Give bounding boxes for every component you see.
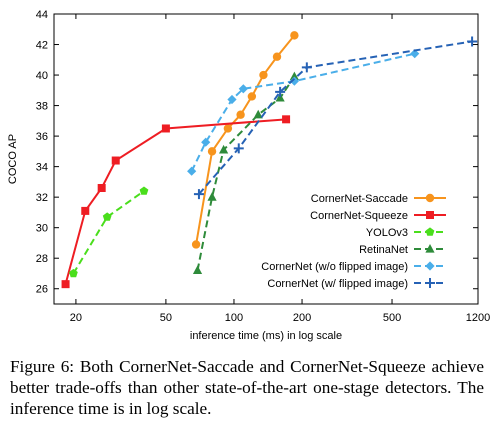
data-point [191, 240, 201, 249]
series-5 [193, 36, 478, 200]
y-tick-label: 40 [36, 70, 48, 82]
data-point [69, 268, 78, 278]
data-point [289, 71, 299, 81]
data-point [467, 36, 478, 47]
y-tick-label: 42 [36, 40, 48, 52]
data-point [102, 212, 112, 221]
y-tick-label: 44 [36, 9, 48, 21]
data-point [223, 124, 233, 133]
data-point [272, 52, 282, 61]
series-4 [187, 49, 420, 176]
data-point [207, 192, 217, 201]
legend-label: RetinaNet [359, 244, 408, 256]
data-point [289, 76, 299, 86]
legend-marker [425, 227, 435, 236]
data-point [233, 143, 244, 154]
y-tick-label: 36 [36, 131, 48, 143]
data-point [97, 184, 106, 192]
y-tick-label: 26 [36, 284, 48, 296]
legend-marker [425, 193, 435, 203]
data-point [219, 144, 229, 154]
legend-marker [425, 244, 435, 253]
legend-label: CornerNet (w/ flipped image) [267, 278, 408, 290]
legend-marker [425, 278, 435, 288]
data-point [259, 70, 268, 80]
legend-label: CornerNet (w/o flipped image) [261, 261, 408, 273]
chart: 20 50 100 200 500 1200 26 28 30 32 34 36 38 40 42 44 in… [7, 9, 490, 342]
legend-entry: RetinaNet [359, 244, 446, 256]
y-tick-label: 34 [36, 162, 48, 174]
legend-entry: CornerNet (w/o flipped image) [261, 261, 446, 273]
legend-label: CornerNet-Squeeze [310, 210, 408, 222]
data-point [247, 92, 257, 101]
series-line [198, 40, 473, 195]
legend-marker [426, 211, 434, 219]
data-point [111, 156, 120, 165]
data-point [201, 137, 211, 147]
y-tick-label: 38 [36, 101, 48, 113]
legend-marker [425, 261, 435, 271]
ticks-layer: 20 50 100 200 500 1200 26 28 30 32 34 36 38 40 42 44 [36, 9, 490, 324]
y-tick-label: 32 [36, 192, 48, 204]
data-point [139, 186, 149, 195]
x-tick-label: 20 [70, 312, 82, 324]
data-point [161, 124, 170, 133]
data-point [192, 265, 203, 275]
plot-frame [53, 13, 479, 305]
data-point [227, 94, 237, 105]
legend-entry: CornerNet-Saccade [311, 193, 446, 205]
data-point [290, 31, 299, 40]
figure-caption: Figure 6: Both CornerNet-Saccade and Cor… [10, 357, 484, 418]
series-0 [191, 31, 299, 249]
legend-entry: CornerNet (w/ flipped image) [267, 278, 446, 290]
legend-label: CornerNet-Saccade [311, 193, 408, 205]
y-axis-title: COCO AP [7, 134, 19, 184]
data-point [253, 109, 263, 119]
legend-label: YOLOv3 [366, 227, 408, 239]
data-point [81, 206, 90, 215]
data-point [61, 280, 70, 289]
x-tick-label: 1200 [466, 312, 490, 324]
x-axis-title: inference time (ms) in log scale [190, 330, 342, 342]
series-line [64, 118, 287, 285]
legend-entry: CornerNet-Squeeze [310, 210, 446, 222]
data-point [193, 189, 204, 200]
data-point [187, 166, 197, 176]
data-point [207, 147, 217, 156]
y-tick-label: 28 [36, 253, 48, 265]
series-3 [192, 71, 299, 275]
legend: CornerNet-Saccade CornerNet-Squeeze YOLOv3… [261, 193, 446, 290]
data-point [275, 86, 286, 97]
series-line [72, 190, 145, 274]
y-tick-label: 30 [36, 223, 48, 235]
data-point [282, 115, 291, 124]
x-tick-label: 500 [383, 312, 401, 324]
data-point [236, 110, 245, 119]
data-point [275, 92, 285, 102]
x-tick-label: 200 [293, 312, 311, 324]
x-tick-label: 100 [225, 312, 243, 324]
data-point [301, 62, 312, 73]
x-tick-label: 50 [160, 312, 172, 324]
series-line [190, 52, 415, 172]
series-1 [61, 115, 291, 289]
data-point [410, 49, 420, 59]
series-layer [61, 31, 478, 289]
legend-entry: YOLOv3 [366, 227, 446, 239]
series-line [196, 76, 296, 271]
series-2 [69, 186, 149, 278]
data-point [238, 84, 248, 94]
